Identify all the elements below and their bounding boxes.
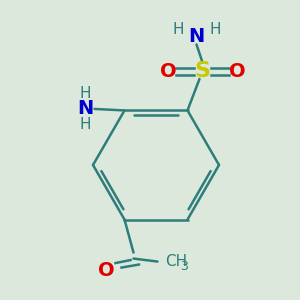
Text: O: O: [98, 261, 115, 280]
Text: N: N: [188, 27, 205, 46]
Text: CH: CH: [165, 254, 187, 269]
Text: H: H: [80, 86, 91, 101]
Text: H: H: [209, 22, 221, 37]
Text: 3: 3: [180, 260, 188, 273]
Text: O: O: [229, 62, 245, 81]
Text: N: N: [77, 99, 94, 119]
Text: O: O: [160, 62, 176, 81]
Text: S: S: [194, 61, 211, 81]
Text: H: H: [80, 117, 91, 132]
Text: H: H: [172, 22, 184, 37]
